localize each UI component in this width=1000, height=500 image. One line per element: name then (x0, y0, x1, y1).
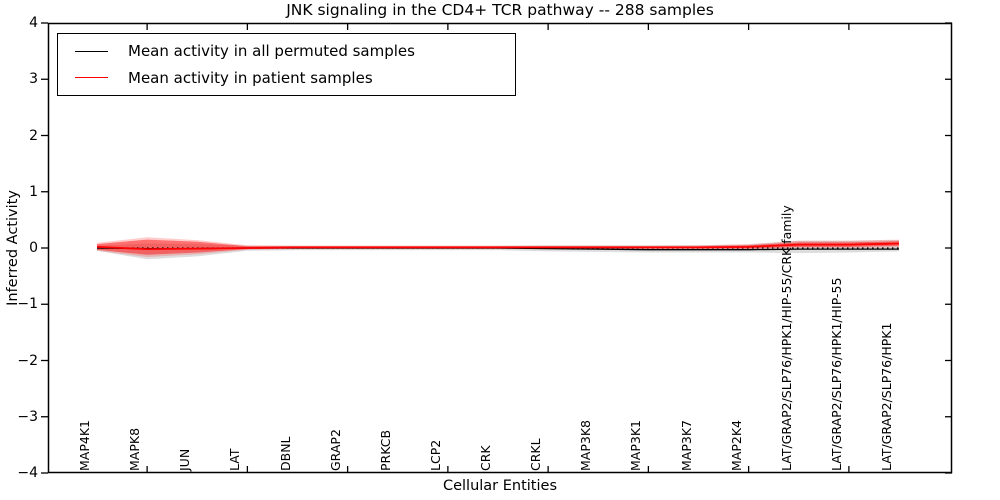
x-tick-label: CRKL (528, 438, 544, 471)
x-tick-label: JUN (177, 448, 193, 471)
x-tick-label: MAP4K1 (77, 420, 92, 471)
y-tick-label: 0 (29, 240, 38, 256)
y-tick-label: 1 (29, 183, 38, 200)
x-tick-label: DBNL (277, 436, 293, 471)
y-tick-label: 3 (29, 71, 38, 88)
y-tick-label: −1 (17, 296, 38, 313)
chart-title: JNK signaling in the CD4+ TCR pathway --… (286, 1, 714, 19)
x-tick-label: MAPK8 (127, 427, 143, 471)
legend-line-sample-red (75, 77, 108, 79)
x-tick-label: GRAP2 (327, 429, 343, 471)
legend-label: Mean activity in patient samples (128, 68, 373, 87)
x-axis-title: Cellular Entities (442, 478, 558, 494)
y-tick-label: 2 (29, 127, 38, 144)
legend-entry-permuted: Mean activity in all permuted samples (58, 42, 515, 60)
x-tick-label: MAP3K8 (578, 420, 594, 471)
legend-label: Mean activity in all permuted samples (128, 42, 415, 61)
y-tick-label: −4 (17, 465, 38, 481)
x-tick-label: MAP3K7 (678, 420, 694, 471)
x-tick-label: LAT/GRAP2/SLP76/HPK1/HIP-55 (828, 277, 844, 471)
x-tick-label: LAT (227, 448, 243, 471)
permuted-confidence-band (97, 240, 899, 260)
legend-line-sample-black (75, 50, 108, 52)
series-line (96, 242, 900, 251)
x-tick-label: PRKCB (377, 429, 393, 471)
legend-entry-patient: Mean activity in patient samples (58, 69, 515, 87)
y-tick-label: 4 (29, 15, 38, 31)
y-tick-label: −2 (17, 352, 38, 369)
x-tick-label: LAT/GRAP2/SLP76/HPK1/HIP-55/CRK family (778, 205, 794, 471)
y-tick-label: −3 (17, 408, 38, 425)
x-tick-label: LCP2 (427, 439, 443, 471)
x-tick-label: MAP3K1 (628, 420, 644, 471)
x-tick-label: MAP2K4 (728, 420, 744, 471)
x-tick-label: LAT/GRAP2/SLP76/HPK1 (879, 322, 894, 471)
x-tick-label: CRK (478, 445, 493, 471)
legend: Mean activity in all permuted samples Me… (57, 33, 516, 96)
